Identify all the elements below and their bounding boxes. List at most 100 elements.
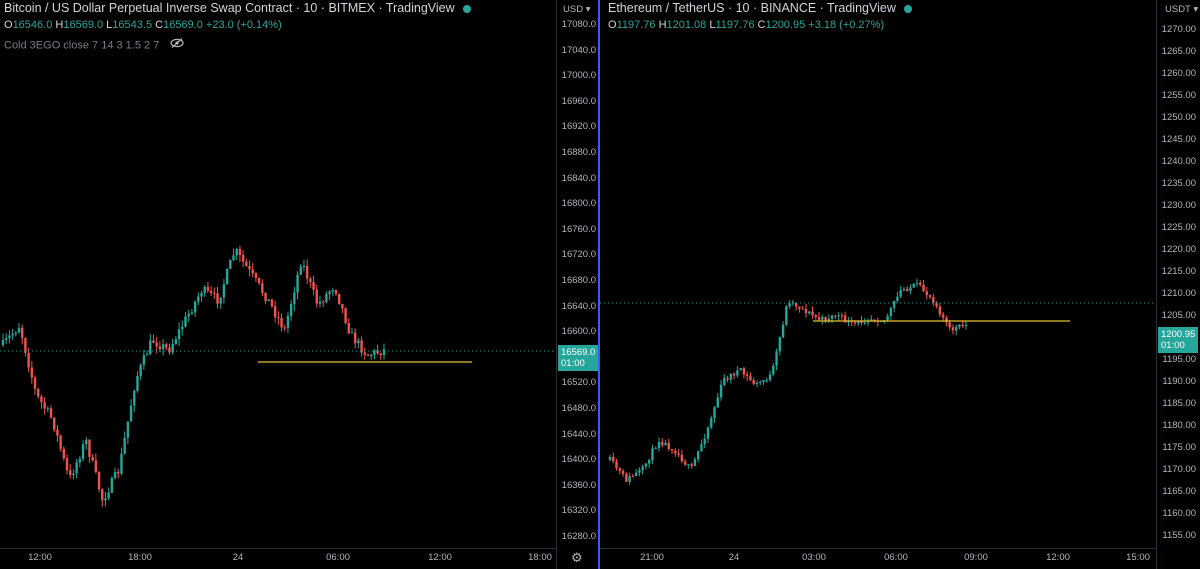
open-label: O: [608, 19, 617, 31]
high-label: H: [658, 19, 667, 31]
change-value: +23.0 (+0.14%): [205, 19, 282, 31]
candle-body: [879, 321, 883, 323]
candle-body: [152, 340, 155, 343]
candle-body: [736, 370, 739, 376]
candle-body: [664, 442, 667, 446]
time-tick-label: 06:00: [884, 552, 908, 563]
candle-body: [248, 266, 251, 270]
candle-body: [657, 442, 661, 448]
btc-symbol-title[interactable]: Bitcoin / US Dollar Perpetual Inverse Sw…: [4, 1, 455, 15]
price-tick-label: 16880.0: [561, 147, 596, 158]
price-tick-label: 16480.0: [561, 403, 596, 414]
candle-body: [24, 338, 27, 353]
candle-body: [75, 462, 78, 474]
eye-slash-icon[interactable]: [170, 37, 184, 54]
candle-body: [206, 287, 210, 291]
close-label: C: [155, 19, 164, 31]
candle-body: [729, 373, 733, 380]
open-label: O: [4, 19, 13, 31]
price-tick-label: 16360.0: [561, 479, 596, 491]
candle-body: [700, 444, 703, 452]
eth-chart-pane[interactable]: Ethereum / TetherUS · 10 · BINANCE · Tra…: [600, 0, 1200, 569]
candle-body: [759, 381, 762, 383]
price-tick-label: 1255.00: [1161, 90, 1196, 101]
time-tick-label: 18:00: [128, 552, 152, 563]
candle-body: [703, 438, 706, 445]
candle-body: [644, 463, 648, 467]
candle-body: [899, 290, 902, 297]
candle-body: [765, 380, 768, 382]
candle-body: [830, 315, 834, 319]
candle-body: [870, 319, 873, 321]
pane-divider[interactable]: [598, 0, 601, 569]
candle-body: [674, 450, 677, 454]
candle-body: [155, 342, 158, 347]
candle-body: [621, 470, 625, 474]
candle-body: [745, 374, 749, 377]
candle-body: [257, 277, 261, 284]
candle-body: [171, 343, 174, 353]
candle-body: [149, 340, 152, 355]
candle-body: [951, 327, 955, 331]
candle-body: [638, 469, 641, 473]
candle-body: [273, 306, 277, 318]
btc-legend: Bitcoin / US Dollar Perpetual Inverse Sw…: [4, 0, 471, 54]
candle-body: [925, 291, 929, 296]
low-label: L: [106, 19, 113, 31]
price-tick-label: 16440.0: [561, 428, 596, 440]
candle-body: [775, 351, 778, 366]
candle-body: [680, 454, 684, 462]
gear-icon[interactable]: ⚙: [571, 550, 583, 565]
candle-body: [5, 338, 8, 341]
candle-body: [344, 308, 347, 324]
price-axis-border: [1156, 0, 1157, 569]
eth-ohlc: O1197.76 H1201.08 L1197.76 C1200.95 +3.1…: [608, 17, 912, 34]
candle-body: [690, 464, 693, 466]
candle-body: [840, 315, 844, 317]
candle-body: [928, 295, 932, 298]
candle-body: [312, 282, 315, 290]
time-axis-border: [0, 548, 556, 549]
candle-body: [710, 418, 713, 428]
candle-body: [136, 375, 139, 391]
btc-chart-pane[interactable]: Bitcoin / US Dollar Perpetual Inverse Sw…: [0, 0, 600, 569]
candle-body: [651, 448, 654, 461]
candle-body: [941, 314, 945, 318]
candle-body: [331, 290, 334, 292]
eth-symbol-title[interactable]: Ethereum / TetherUS · 10 · BINANCE · Tra…: [608, 1, 896, 15]
candle-body: [723, 378, 726, 385]
candle-body: [366, 354, 370, 356]
candle-body: [107, 492, 110, 499]
candle-body: [612, 457, 615, 462]
indicator-label[interactable]: Cold 3EGO close 7 14 3 1.5 2 7: [4, 39, 160, 52]
candle-body: [200, 293, 203, 297]
candle-body: [321, 301, 325, 303]
market-status-dot-icon: [903, 4, 912, 13]
candle-body: [302, 265, 306, 267]
candle-body: [232, 255, 235, 260]
candle-body: [293, 292, 296, 305]
price-tick-label: 1245.00: [1161, 134, 1196, 145]
candle-body: [781, 324, 785, 338]
candle-body: [801, 308, 804, 310]
candle-body: [216, 293, 219, 304]
candle-body: [857, 320, 860, 324]
candle-body: [17, 327, 21, 333]
candle-body: [69, 470, 72, 475]
price-tick-label: 1220.00: [1161, 244, 1196, 255]
time-tick-label: 12:00: [428, 552, 452, 563]
eth-currency-selector[interactable]: USDT ▾: [1165, 4, 1199, 15]
candle-body: [305, 265, 309, 279]
price-tick-label: 16800.0: [561, 198, 596, 210]
price-tick-label: 17080.0: [561, 19, 596, 30]
btc-candlestick-chart[interactable]: [0, 0, 600, 569]
indicator-legend[interactable]: Cold 3EGO close 7 14 3 1.5 2 7: [4, 37, 471, 54]
btc-currency-selector[interactable]: USD ▾: [563, 4, 591, 15]
eth-candlestick-chart[interactable]: [600, 0, 1200, 569]
candle-body: [726, 378, 729, 380]
candle-body: [117, 472, 120, 474]
price-tick-label: 17000.0: [561, 70, 596, 82]
price-tick-label: 1235.00: [1161, 178, 1196, 189]
price-tick-label: 1180.00: [1162, 420, 1196, 431]
candle-body: [229, 259, 232, 269]
